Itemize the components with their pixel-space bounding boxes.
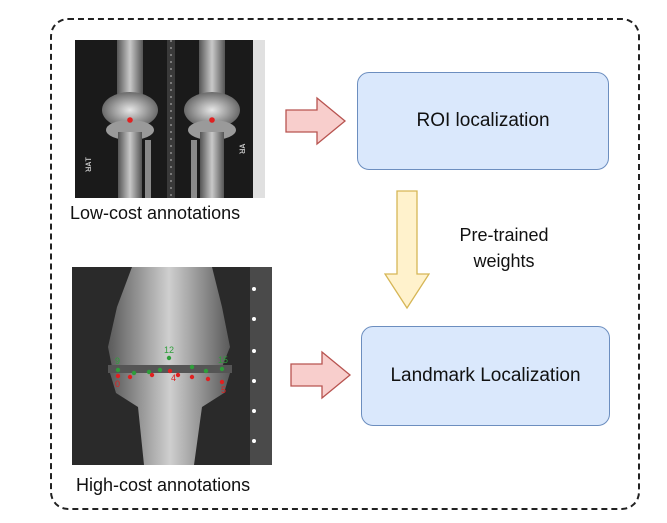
pretrained-weights-label: Pre-trained weights bbox=[444, 222, 564, 274]
pretrained-weights-line1: Pre-trained bbox=[459, 225, 549, 245]
knee-xray-high-cost: 9 12 15 0 4 5 bbox=[72, 267, 272, 465]
arrow-right-bottom-icon bbox=[290, 350, 352, 400]
pretrained-weights-line2: weights bbox=[473, 251, 535, 271]
side-mark-right: ᴚᴀ bbox=[237, 144, 248, 154]
dashed-frame bbox=[50, 18, 640, 510]
landmark-label-4: 4 bbox=[171, 373, 176, 383]
caption-high-cost: High-cost annotations bbox=[76, 475, 251, 495]
landmark-label-15: 15 bbox=[218, 355, 228, 365]
roi-point-left bbox=[127, 117, 133, 123]
landmark-label-12: 12 bbox=[164, 345, 174, 355]
arrow-down-icon bbox=[384, 190, 430, 310]
landmark-label-0: 0 bbox=[115, 379, 120, 389]
side-mark-left: ᴚᴀᴛ bbox=[83, 157, 94, 172]
roi-localization-box: ROI localization bbox=[357, 72, 609, 170]
landmark-label-9: 9 bbox=[115, 356, 120, 366]
landmark-localization-box: Landmark Localization bbox=[361, 326, 610, 426]
landmark-label-5: 5 bbox=[221, 385, 226, 395]
arrow-right-top-icon bbox=[285, 96, 347, 146]
caption-low-cost: Low-cost annotations bbox=[70, 203, 241, 223]
knee-xray-low-cost: ᴚᴀᴛ ᴚᴀ bbox=[75, 40, 265, 198]
roi-point-right bbox=[209, 117, 215, 123]
